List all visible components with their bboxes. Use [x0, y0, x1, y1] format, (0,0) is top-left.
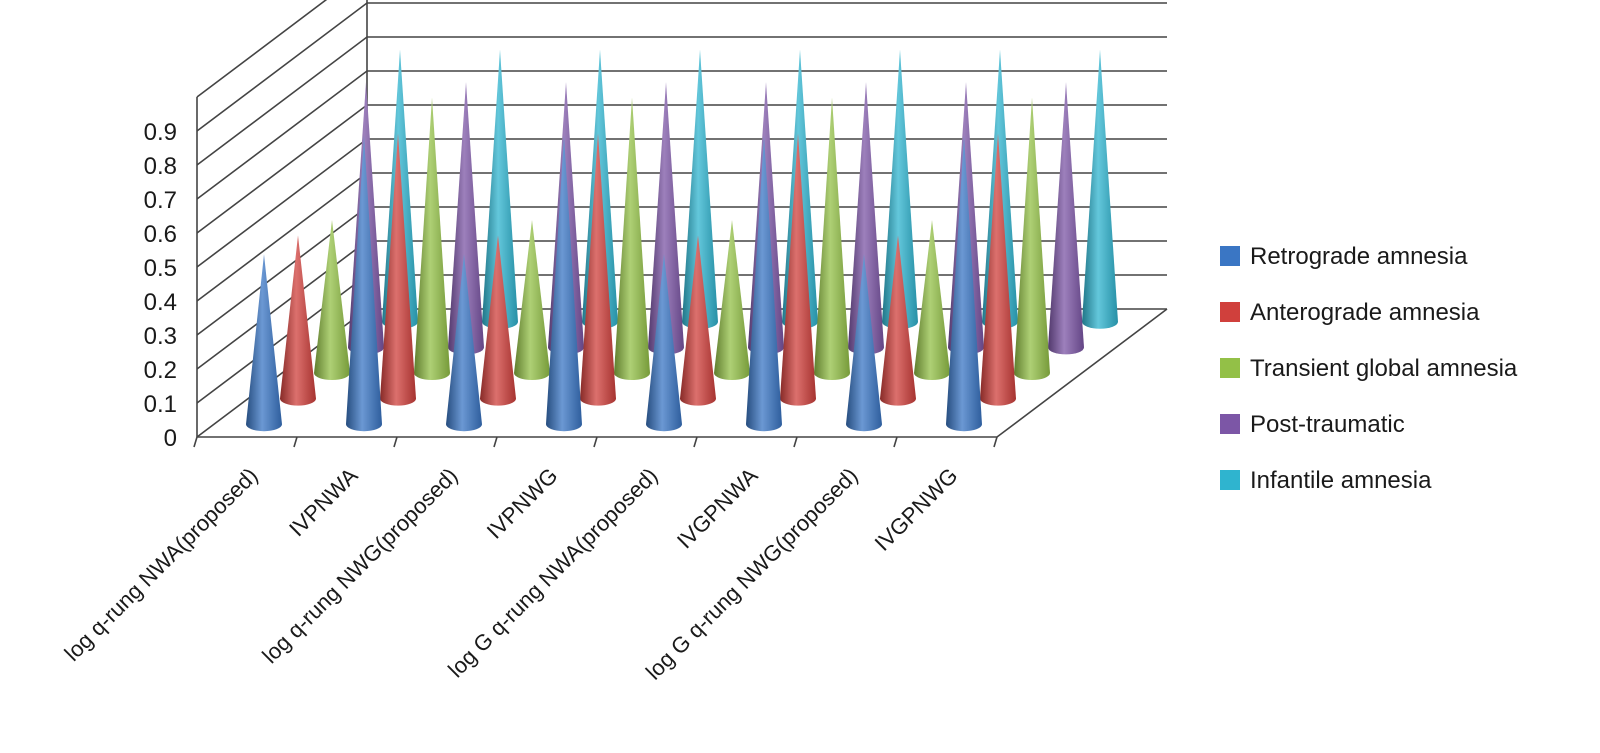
cone-post-traumatic — [848, 82, 884, 355]
cone-transient-global-amnesia — [1014, 97, 1050, 380]
cone-anterograde-amnesia — [580, 133, 616, 406]
y-tick-label: 0.8 — [144, 153, 177, 180]
cone-transient-global-amnesia — [514, 220, 550, 380]
cone-retrograde-amnesia — [746, 135, 782, 432]
x-tick-mark — [493, 436, 498, 448]
cone-post-traumatic — [1048, 82, 1084, 355]
y-tick-label: 0 — [164, 425, 177, 452]
cone-anterograde-amnesia — [280, 235, 316, 406]
gridline — [196, 104, 1167, 234]
x-category-label: log q-rung NWA(proposed) — [60, 463, 263, 666]
x-category-label: IVPNWG — [482, 463, 563, 544]
gridline — [196, 2, 1167, 132]
x-tick-mark — [793, 436, 798, 448]
cones — [246, 49, 1118, 432]
legend-label: Post-traumatic — [1250, 411, 1405, 438]
cone-retrograde-amnesia — [646, 254, 682, 432]
x-tick-mark — [693, 436, 698, 448]
cone-retrograde-amnesia — [446, 254, 482, 432]
x-category-label: log q-rung NWG(proposed) — [257, 463, 462, 668]
x-category-label: IVGPNWG — [870, 463, 963, 556]
cone-infantile-amnesia — [482, 49, 518, 329]
legend-swatch — [1220, 302, 1240, 322]
x-tick-mark — [393, 436, 398, 448]
cone-anterograde-amnesia — [680, 235, 716, 406]
y-tick-label: 0.6 — [144, 221, 177, 248]
y-tick-label: 0.1 — [144, 391, 177, 418]
legend: Retrograde amnesia Anterograde amnesia Tra… — [1220, 243, 1518, 494]
cone-retrograde-amnesia — [546, 135, 582, 432]
x-tick-mark — [593, 436, 598, 448]
cone-retrograde-amnesia — [346, 135, 382, 432]
gridline — [196, 0, 328, 98]
y-tick-label: 0.4 — [144, 289, 177, 316]
cone-anterograde-amnesia — [880, 235, 916, 406]
x-tick-mark — [193, 436, 198, 448]
y-tick-label: 0.2 — [144, 357, 177, 384]
legend-swatch — [1220, 246, 1240, 266]
cone-anterograde-amnesia — [980, 133, 1017, 406]
gridline — [196, 36, 1167, 166]
x-tick-mark — [993, 436, 998, 448]
x-tick-mark — [293, 436, 298, 448]
cone-post-traumatic — [448, 82, 484, 355]
cone-transient-global-amnesia — [814, 97, 850, 380]
cone-infantile-amnesia — [882, 49, 918, 329]
cone-anterograde-amnesia — [480, 235, 516, 406]
x-category-label: log G q-rung NWA(proposed) — [443, 463, 662, 682]
gridline — [196, 70, 1167, 200]
legend-label: Anterograde amnesia — [1250, 299, 1480, 326]
cone-retrograde-amnesia — [946, 135, 982, 432]
cone-infantile-amnesia — [1082, 49, 1118, 329]
cone-transient-global-amnesia — [614, 97, 650, 380]
legend-swatch — [1220, 358, 1240, 378]
legend-swatch — [1220, 414, 1240, 434]
y-tick-label: 0.7 — [144, 187, 177, 214]
x-category-label: log G q-rung NWG(proposed) — [641, 463, 863, 685]
x-tick-mark — [893, 436, 898, 448]
y-tick-label: 0.3 — [144, 323, 177, 350]
legend-label: Retrograde amnesia — [1250, 243, 1468, 270]
cone-transient-global-amnesia — [714, 220, 750, 380]
legend-label: Transient global amnesia — [1250, 355, 1518, 382]
cone-transient-global-amnesia — [414, 97, 450, 380]
legend-label: Infantile amnesia — [1250, 467, 1432, 494]
legend-swatch — [1220, 470, 1240, 490]
cone-post-traumatic — [648, 82, 684, 355]
gridline — [196, 138, 1167, 268]
cone-transient-global-amnesia — [314, 220, 350, 380]
cone-transient-global-amnesia — [914, 220, 950, 380]
chart-walls — [193, 0, 1168, 448]
cone-anterograde-amnesia — [780, 133, 816, 406]
y-tick-label: 0.9 — [144, 119, 177, 146]
cone-retrograde-amnesia — [846, 254, 882, 432]
x-category-label: IVGPNWA — [672, 463, 763, 554]
y-tick-label: 0.5 — [144, 255, 177, 282]
cone-retrograde-amnesia — [246, 254, 282, 432]
y-axis-ticks: 0 0.1 0.2 0.3 0.4 0.5 0.6 0.7 0.8 0.9 — [144, 119, 177, 452]
cone-infantile-amnesia — [682, 49, 718, 329]
x-category-label: IVPNWA — [284, 463, 363, 542]
cone-anterograde-amnesia — [380, 133, 416, 406]
